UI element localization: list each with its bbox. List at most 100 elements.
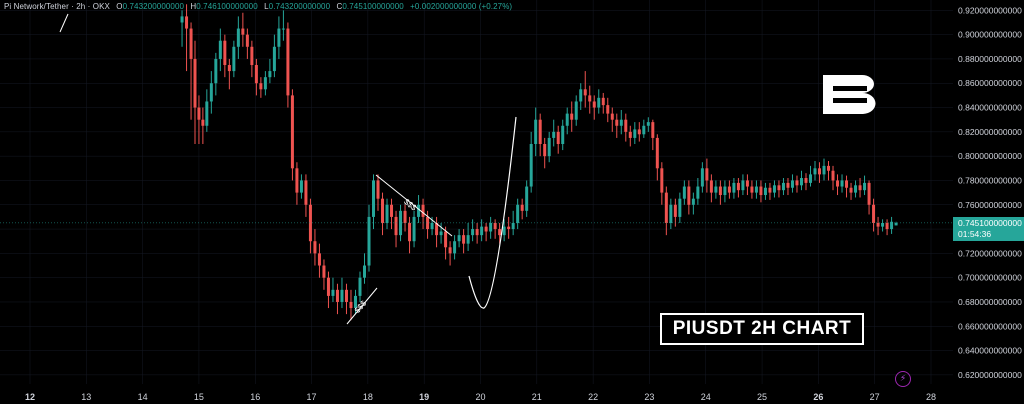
candle-body <box>180 16 184 23</box>
candle-body <box>745 180 749 187</box>
candle-body <box>592 101 596 108</box>
y-tick-label: 0.660000000000 <box>958 321 1022 331</box>
candle-body <box>669 204 673 223</box>
candle-body <box>750 186 754 193</box>
candle-body <box>867 182 871 205</box>
candle <box>197 95 201 144</box>
candle-body <box>480 226 484 236</box>
candle-body <box>723 186 727 196</box>
candle-body <box>209 83 213 102</box>
candle-body <box>827 165 831 171</box>
candle-body <box>610 113 614 120</box>
candle <box>795 175 799 193</box>
candle <box>272 34 276 78</box>
symbol-header: Pi Network/Tether · 2h · OKX O0.74320000… <box>4 2 512 11</box>
candle <box>277 16 281 59</box>
candle <box>304 174 308 217</box>
candle-body <box>308 204 312 242</box>
candle <box>561 119 565 151</box>
candle-body <box>687 186 691 205</box>
candle <box>736 178 740 198</box>
candle <box>876 216 880 236</box>
candle-body <box>660 168 664 193</box>
candle <box>718 180 722 205</box>
candle <box>849 182 853 200</box>
candle-body <box>673 204 677 217</box>
candle <box>223 34 227 78</box>
price-axis[interactable]: 0.920000000000 0.900000000000 0.8800000000… <box>958 5 1022 380</box>
candle <box>660 162 664 205</box>
candle-body <box>376 180 380 199</box>
candle <box>781 178 785 196</box>
time-axis[interactable]: 12 13 14 15 16 17 18 19 20 21 22 23 24 25 26 27 28 <box>25 392 936 402</box>
candle <box>763 182 767 200</box>
candle-body <box>565 113 569 126</box>
candle <box>831 165 835 191</box>
candle-body <box>772 185 776 193</box>
candle <box>344 283 348 315</box>
x-tick-label: 24 <box>701 392 711 402</box>
candle <box>583 71 587 108</box>
candle <box>326 271 330 309</box>
candle-body <box>651 122 655 138</box>
candle <box>854 180 858 198</box>
candle-body <box>475 229 479 236</box>
candle-body <box>502 226 506 236</box>
candle-body <box>493 222 497 230</box>
x-tick-label: 19 <box>419 392 429 402</box>
candle-body <box>579 89 583 102</box>
high-label: H <box>190 2 197 11</box>
candle-body <box>709 180 713 193</box>
candle-body <box>272 46 276 72</box>
candle <box>619 109 623 135</box>
candle <box>399 204 403 242</box>
candle <box>299 174 303 199</box>
candle-body <box>448 247 452 254</box>
candle-body <box>218 40 222 59</box>
candle-body <box>245 34 249 47</box>
open-label: O <box>116 2 123 11</box>
candle-body <box>299 180 303 193</box>
y-tick-label: 0.640000000000 <box>958 346 1022 356</box>
x-tick-label: 14 <box>138 392 148 402</box>
candle <box>381 192 385 236</box>
candle <box>588 85 592 114</box>
chart-label-box: PIUSDT 2H CHART <box>660 313 864 345</box>
candle <box>808 165 812 187</box>
x-tick-label: 25 <box>757 392 767 402</box>
candle <box>218 28 222 72</box>
candle-body <box>322 265 326 278</box>
candle <box>236 16 240 59</box>
candle-body <box>232 46 236 72</box>
candle-body <box>214 58 218 84</box>
candle <box>259 77 263 98</box>
candle-body <box>367 216 371 266</box>
partial-line-top-left <box>59 13 69 33</box>
candle-body <box>894 222 898 226</box>
candle-body <box>538 119 542 144</box>
candle <box>822 158 826 181</box>
candle <box>790 174 794 193</box>
lightning-icon[interactable]: ⚡ <box>895 371 911 387</box>
x-tick-label: 27 <box>870 392 880 402</box>
candle-body <box>286 28 290 96</box>
candle <box>678 192 682 223</box>
candle-body <box>516 204 520 223</box>
candle <box>570 101 574 132</box>
candle-body <box>637 129 641 135</box>
candle <box>281 10 285 41</box>
candle <box>750 180 754 199</box>
symbol-name[interactable]: Pi Network/Tether · 2h · OKX <box>4 2 110 11</box>
candle-body <box>185 16 189 29</box>
candle-body <box>236 28 240 47</box>
candle <box>885 219 889 236</box>
candle-body <box>317 253 321 266</box>
candle <box>435 216 439 248</box>
candle-body <box>831 170 835 181</box>
candle-body <box>822 165 826 175</box>
candle <box>353 289 357 315</box>
candle <box>426 210 430 239</box>
candle <box>818 162 822 183</box>
candle <box>637 122 641 142</box>
